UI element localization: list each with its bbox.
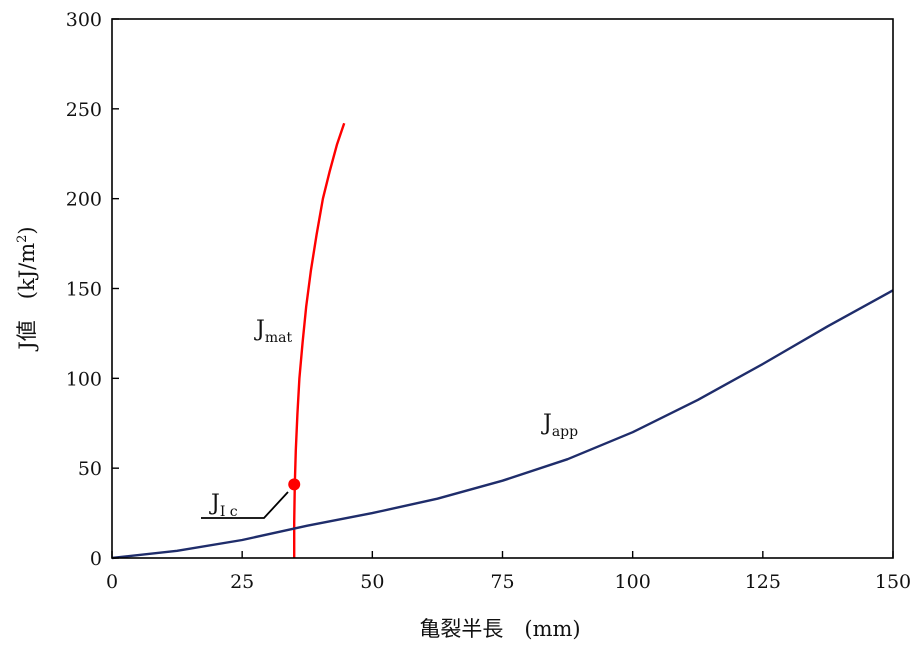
japp-label-main: J: [541, 411, 552, 436]
jmat-label-sub: mat: [265, 330, 293, 346]
y-axis-title-text: J値 (kJ/m: [15, 243, 39, 352]
y-tick-label: 150: [66, 279, 102, 301]
y-axis-title-close: ): [15, 226, 39, 234]
y-tick-label: 200: [66, 189, 102, 211]
plot-area-frame: [111, 18, 894, 559]
jmat-line: [293, 122, 346, 558]
series-layer: [111, 122, 894, 560]
x-tick-label: 150: [875, 571, 911, 593]
y-tick-label: 250: [66, 99, 102, 121]
x-axis-title: 亀裂半長 (mm): [419, 617, 580, 641]
jmat-label: Jmat: [254, 317, 292, 346]
x-tick-label: 0: [106, 571, 118, 593]
japp-line: [111, 289, 894, 560]
jmat-label-main: J: [254, 317, 265, 342]
japp-label: Japp: [541, 411, 578, 440]
y-tick-label: 50: [78, 458, 102, 480]
y-axis-title-sup: 2: [15, 235, 30, 243]
y-axis-title: J値 (kJ/m2): [15, 226, 39, 351]
x-tick-label: 100: [615, 571, 651, 593]
x-tick-label: 75: [490, 571, 514, 593]
x-tick-label: 125: [745, 571, 781, 593]
y-tick-label: 300: [66, 9, 102, 31]
x-tick-label: 50: [360, 571, 384, 593]
jic-label-main: J: [209, 491, 220, 516]
y-tick-label: 100: [66, 368, 102, 390]
jic-leader-line: [201, 491, 289, 519]
jic-label: JI c: [209, 491, 238, 520]
jic-point: [288, 478, 301, 491]
y-tick-label: 0: [90, 548, 102, 570]
ticks-layer: 0 25 50 75 100 125 150 0 50 100 150 200 250 300: [66, 9, 911, 593]
japp-label-sub: app: [552, 424, 578, 440]
x-tick-label: 25: [230, 571, 254, 593]
jic-label-sub: I c: [220, 504, 238, 520]
